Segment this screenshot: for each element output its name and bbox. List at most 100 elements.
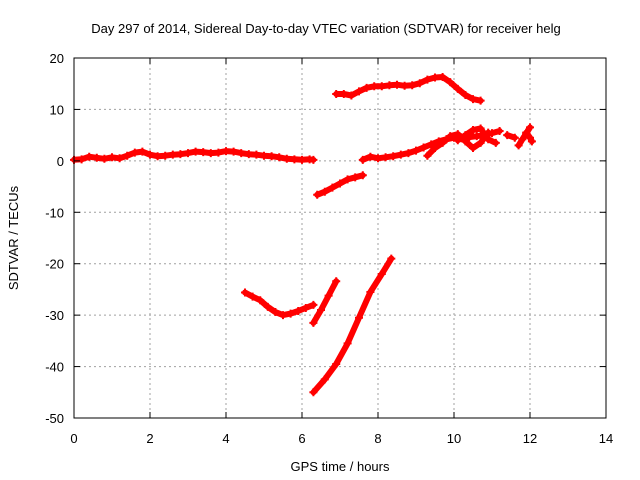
series-line [310, 278, 340, 326]
data-point [476, 124, 485, 133]
data-series [241, 288, 318, 320]
data-series [332, 73, 485, 105]
data-point [393, 80, 401, 89]
data-point [347, 91, 356, 100]
data-point [199, 148, 208, 157]
data-point [324, 291, 333, 300]
x-tick-label: 8 [374, 431, 381, 446]
chart-title: Day 297 of 2014, Sidereal Day-to-day VTE… [91, 21, 560, 36]
data-point [294, 307, 303, 316]
data-point [214, 148, 223, 157]
data-point [146, 150, 154, 159]
data-point [495, 127, 504, 136]
data-point [366, 152, 375, 161]
data-point [400, 81, 409, 90]
data-point [387, 254, 396, 263]
y-tick-label: -30 [45, 308, 64, 323]
data-point [438, 138, 447, 147]
y-axis-label: SDTVAR / TECUs [6, 185, 21, 290]
data-point [229, 147, 238, 156]
data-point [476, 138, 485, 147]
data-point [298, 155, 306, 164]
data-point [469, 95, 477, 104]
data-point [423, 151, 432, 160]
data-point [518, 135, 527, 144]
data-point [355, 313, 363, 322]
data-point [431, 73, 439, 82]
data-series [309, 254, 396, 397]
data-point [484, 135, 493, 144]
data-point [343, 175, 352, 184]
data-point [279, 311, 287, 320]
data-point [286, 309, 295, 318]
data-point [168, 150, 177, 159]
data-point [374, 154, 382, 163]
data-series [522, 128, 536, 146]
data-point [522, 128, 531, 137]
data-point [153, 152, 162, 161]
axis-ticks: 0 2 4 6 8 10 12 14 20 10 0 -10 -20 -30 -40 -50 [45, 51, 613, 446]
data-point [244, 150, 253, 159]
data-point [503, 131, 512, 140]
data-point [77, 155, 86, 164]
data-point [248, 292, 257, 301]
data-point [252, 150, 261, 159]
data-point [241, 288, 249, 297]
data-point [309, 155, 318, 164]
data-point [191, 147, 200, 156]
data-point [370, 82, 379, 91]
series-line [242, 289, 317, 319]
y-tick-label: 0 [57, 154, 64, 169]
data-point [161, 151, 170, 160]
data-point [184, 149, 192, 158]
data-point [320, 375, 329, 384]
x-tick-label: 10 [447, 431, 461, 446]
x-tick-label: 12 [523, 431, 537, 446]
data-series [503, 131, 519, 142]
data-point [415, 79, 424, 88]
x-tick-label: 6 [298, 431, 305, 446]
y-tick-label: 20 [50, 51, 64, 66]
data-series [309, 277, 341, 327]
data-point [476, 96, 485, 105]
grid-lines [74, 58, 606, 418]
data-point [514, 141, 523, 150]
data-point [332, 277, 341, 286]
data-point [469, 126, 477, 134]
data-point [332, 90, 341, 98]
data-point [115, 154, 124, 163]
data-point [282, 154, 291, 163]
y-tick-label: -20 [45, 257, 64, 272]
data-point [176, 150, 185, 159]
data-point [237, 149, 246, 158]
data-point [491, 138, 500, 147]
data-point [527, 137, 536, 146]
data-point [419, 143, 428, 152]
data-point [328, 183, 337, 192]
data-point [339, 90, 348, 98]
data-point [290, 155, 299, 164]
data-point [355, 87, 363, 96]
data-point [446, 132, 455, 141]
data-point [271, 308, 280, 317]
data-point [381, 153, 390, 162]
data-point [130, 148, 139, 157]
y-tick-label: -10 [45, 205, 64, 220]
data-point [351, 173, 360, 182]
data-series [358, 127, 504, 164]
data-point [275, 153, 284, 162]
data-point [412, 146, 420, 155]
data-point [309, 300, 318, 309]
y-tick-label: -40 [45, 360, 64, 375]
data-point [332, 360, 341, 368]
data-point [366, 288, 375, 296]
series-line [310, 255, 395, 396]
data-point [408, 81, 417, 90]
data-point [438, 73, 447, 82]
data-point [446, 78, 455, 87]
x-tick-label: 0 [70, 431, 77, 446]
data-point [123, 151, 132, 160]
data-point [362, 83, 371, 92]
data-point [267, 152, 276, 161]
data-point [358, 155, 367, 164]
